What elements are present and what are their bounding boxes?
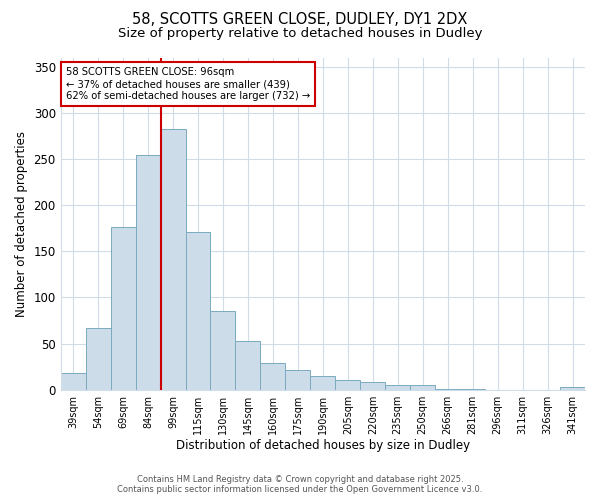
Bar	[560, 387, 585, 390]
Bar	[310, 376, 335, 390]
Bar	[435, 389, 460, 390]
Bar	[235, 341, 260, 390]
X-axis label: Distribution of detached houses by size in Dudley: Distribution of detached houses by size …	[176, 440, 470, 452]
Bar	[211, 312, 235, 390]
Bar	[385, 385, 410, 390]
Bar	[260, 363, 286, 390]
Bar	[360, 382, 385, 390]
Bar	[136, 156, 161, 390]
Text: Contains HM Land Registry data © Crown copyright and database right 2025.
Contai: Contains HM Land Registry data © Crown c…	[118, 474, 482, 494]
Bar	[110, 228, 136, 390]
Bar	[286, 370, 310, 390]
Bar	[460, 389, 485, 390]
Text: 58 SCOTTS GREEN CLOSE: 96sqm
← 37% of detached houses are smaller (439)
62% of s: 58 SCOTTS GREEN CLOSE: 96sqm ← 37% of de…	[66, 68, 310, 100]
Text: 58, SCOTTS GREEN CLOSE, DUDLEY, DY1 2DX: 58, SCOTTS GREEN CLOSE, DUDLEY, DY1 2DX	[133, 12, 467, 26]
Bar	[61, 373, 86, 390]
Text: Size of property relative to detached houses in Dudley: Size of property relative to detached ho…	[118, 28, 482, 40]
Bar	[161, 128, 185, 390]
Y-axis label: Number of detached properties: Number of detached properties	[15, 130, 28, 316]
Bar	[410, 385, 435, 390]
Bar	[185, 232, 211, 390]
Bar	[335, 380, 360, 390]
Bar	[86, 328, 110, 390]
